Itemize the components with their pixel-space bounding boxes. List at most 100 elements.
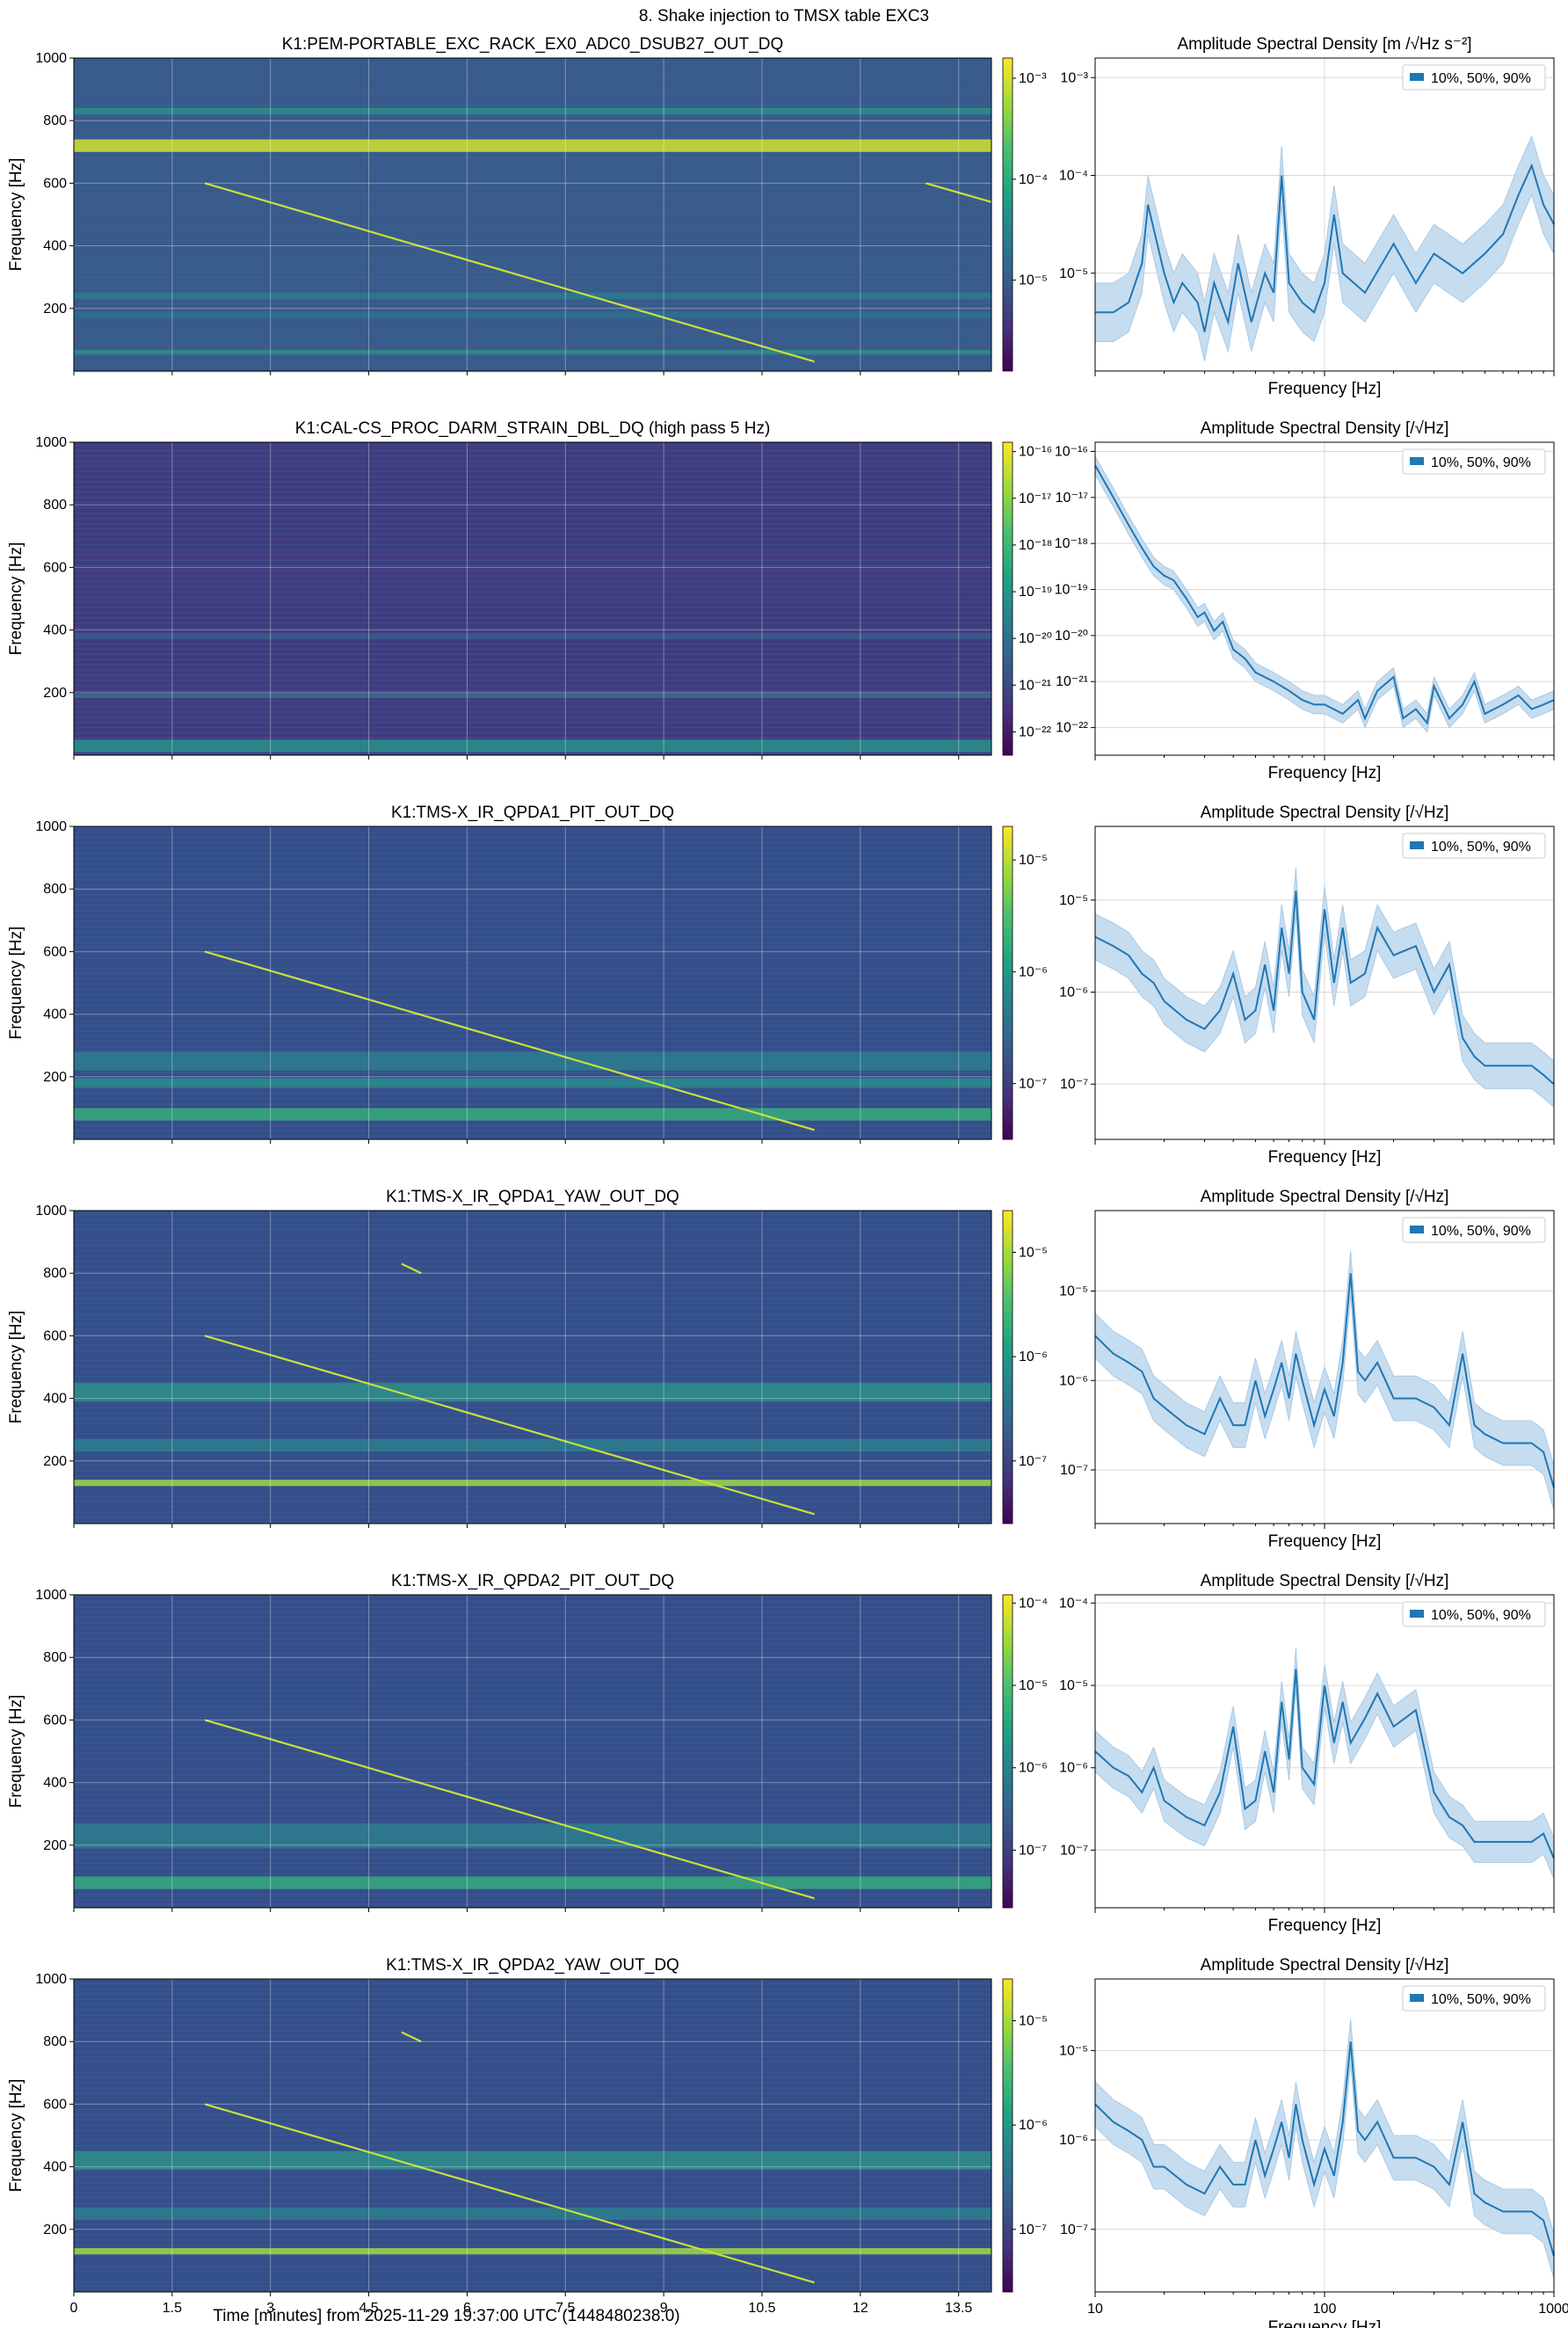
spectrogram-line xyxy=(74,1302,991,1305)
spectrogram-line xyxy=(74,1982,991,1985)
spectrogram-line xyxy=(74,208,991,211)
spectrogram-line xyxy=(74,2140,991,2142)
colorbar-label: 10⁻⁷ xyxy=(1019,1843,1047,1858)
colorbar-label: 10⁻⁴ xyxy=(1019,172,1048,187)
ytick-label: 400 xyxy=(43,1776,67,1791)
spectrogram-line xyxy=(74,182,991,185)
spectrogram-line xyxy=(74,1658,991,1661)
spectrogram-line xyxy=(74,942,991,943)
spectrogram-line xyxy=(74,878,991,881)
spectrogram-line xyxy=(74,1266,991,1268)
asd-title: Amplitude Spectral Density [/√Hz] xyxy=(1201,804,1449,822)
spectrogram-line xyxy=(74,580,991,582)
spectrogram-line xyxy=(74,2025,991,2026)
spectrogram-line xyxy=(74,889,991,891)
spectrogram-line xyxy=(74,706,991,708)
spectrogram-line xyxy=(74,622,991,624)
spectrogram-line xyxy=(74,486,991,488)
spectrogram-line xyxy=(74,491,991,493)
spectrogram-line xyxy=(74,1763,991,1764)
spectrogram-line xyxy=(74,162,991,164)
xtick-label: 13.5 xyxy=(945,2301,972,2316)
spectrogram-background xyxy=(74,1979,991,2292)
spectrogram-line xyxy=(74,616,991,619)
colorbar-label: 10⁻⁷ xyxy=(1019,1454,1047,1469)
spectrogram-line xyxy=(74,1015,991,1016)
asd-median-line xyxy=(1094,1669,1555,1859)
spectrogram-line xyxy=(74,1742,991,1744)
spectrogram-line xyxy=(74,1291,991,1294)
spectrogram-line xyxy=(74,1339,991,1341)
spectrogram-line xyxy=(74,931,991,933)
spectrogram-line xyxy=(74,1401,991,1404)
spectrogram-line xyxy=(74,848,991,849)
ytick-label: 800 xyxy=(43,498,67,513)
spectrogram-line xyxy=(74,685,991,687)
ytick-label: 10⁻⁵ xyxy=(1059,1678,1088,1693)
spectrogram-line xyxy=(74,345,991,346)
spectrogram-line xyxy=(74,1009,991,1011)
spectrogram-band xyxy=(74,1382,991,1402)
ytick-label: 10⁻²⁰ xyxy=(1055,629,1088,644)
spectrogram-line xyxy=(74,564,991,566)
spectrogram-line xyxy=(74,2135,991,2136)
ytick-label: 10⁻⁶ xyxy=(1059,1761,1088,1776)
asd-xlabel: Frequency [Hz] xyxy=(1268,2318,1382,2328)
spectrogram-line xyxy=(74,669,991,671)
colorbar-label: 10⁻¹⁸ xyxy=(1019,538,1052,553)
ytick-label: 10⁻⁶ xyxy=(1059,2133,1088,2148)
colorbar-label: 10⁻⁶ xyxy=(1019,1350,1048,1364)
ytick-label: 10⁻⁷ xyxy=(1060,1463,1088,1478)
spectrogram-ylabel: Frequency [Hz] xyxy=(7,1695,25,1808)
ytick-label: 600 xyxy=(43,176,67,191)
spectrogram-line xyxy=(74,2098,991,2099)
spectrogram-line xyxy=(74,513,991,514)
spectrogram-line xyxy=(74,1684,991,1686)
legend-swatch xyxy=(1410,1610,1424,1618)
spectrogram-panel-1: K1:PEM-PORTABLE_EXC_RACK_EX0_ADC0_DSUB27… xyxy=(7,35,1048,375)
ytick-label: 10⁻⁷ xyxy=(1060,1077,1088,1092)
asd-median-line xyxy=(1095,163,1555,332)
spectrogram-band xyxy=(74,1108,991,1121)
spectrogram-line xyxy=(74,2103,991,2105)
spectrogram-line xyxy=(74,721,991,724)
spectrogram-line xyxy=(74,1862,991,1864)
spectrogram-line xyxy=(74,527,991,530)
spectrogram-line xyxy=(74,680,991,681)
xtick-label: 4.5 xyxy=(359,2301,378,2316)
spectrogram-line xyxy=(74,2144,991,2147)
ytick-label: 10⁻⁴ xyxy=(1059,169,1088,184)
colorbar-label: 10⁻²² xyxy=(1019,724,1052,739)
spectrogram-line xyxy=(74,104,991,106)
spectrogram-line xyxy=(74,1988,991,1990)
ytick-label: 10⁻²¹ xyxy=(1056,674,1088,689)
spectrogram-frame xyxy=(73,1594,992,1909)
spectrogram-line xyxy=(74,84,991,85)
spectrogram-line xyxy=(74,2192,991,2193)
spectrogram-band xyxy=(74,2207,991,2221)
spectrogram-line xyxy=(74,1025,991,1027)
spectrogram-line xyxy=(74,1474,991,1477)
spectrogram-line xyxy=(74,1412,991,1415)
spectrogram-line xyxy=(74,1867,991,1869)
xtick-label: 6 xyxy=(463,2301,471,2316)
xtick-label: 10 xyxy=(1087,2302,1103,2317)
spectrogram-title: K1:CAL-CS_PROC_DARM_STRAIN_DBL_DQ (high … xyxy=(295,419,771,438)
spectrogram-line xyxy=(74,2092,991,2095)
asd-median-line xyxy=(1094,464,1555,725)
spectrogram-line xyxy=(74,549,991,551)
spectrogram-line xyxy=(74,187,991,190)
spectrogram-line xyxy=(74,193,991,195)
sweep-line xyxy=(401,1262,422,1275)
spectrogram-line xyxy=(74,2223,991,2225)
spectrogram-line xyxy=(74,281,991,284)
spectrogram-line xyxy=(74,2071,991,2074)
ytick-label: 10⁻¹⁷ xyxy=(1056,491,1089,506)
legend-label: 10%, 50%, 90% xyxy=(1431,840,1531,855)
ytick-label: 400 xyxy=(43,2160,67,2175)
spectrogram-line xyxy=(74,1506,991,1509)
spectrogram-line xyxy=(74,988,991,991)
spectrogram-line xyxy=(74,627,991,629)
sweep-line xyxy=(204,182,815,363)
